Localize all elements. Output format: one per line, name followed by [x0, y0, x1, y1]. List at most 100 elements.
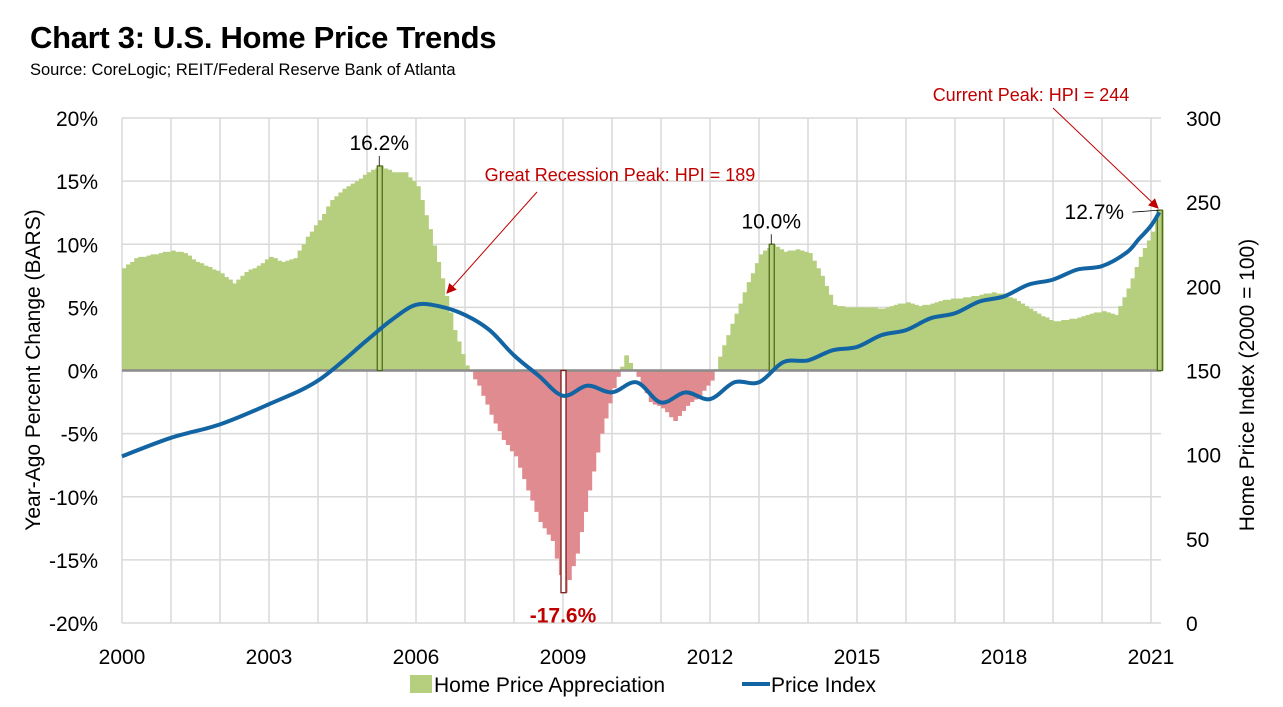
- bar: [820, 275, 825, 371]
- bar: [334, 196, 340, 371]
- bar: [612, 370, 617, 389]
- bar: [322, 213, 327, 371]
- bar: [199, 263, 205, 371]
- bar: [906, 302, 911, 371]
- y2-tick-label: 250: [1186, 192, 1221, 215]
- bar: [636, 370, 642, 377]
- bar: [440, 278, 446, 371]
- bar: [171, 250, 176, 371]
- bar: [130, 261, 135, 371]
- bar: [983, 293, 989, 371]
- y2-axis-label: Home Price Index (2000 = 100): [1236, 239, 1259, 531]
- bar: [693, 370, 699, 400]
- bar: [338, 192, 344, 371]
- bar: [424, 215, 429, 371]
- bar-series: [122, 165, 1164, 593]
- bar: [656, 370, 662, 406]
- bar: [1102, 311, 1107, 371]
- bar: [546, 370, 552, 535]
- bar: [289, 259, 295, 371]
- bar: [1053, 321, 1058, 371]
- bar: [1028, 308, 1034, 371]
- bar: [750, 273, 756, 371]
- bar: [256, 265, 262, 371]
- bar: [1024, 306, 1030, 371]
- bar: [763, 250, 768, 371]
- bar: [946, 299, 952, 371]
- bar: [264, 259, 270, 371]
- bar: [493, 370, 499, 424]
- bar: [1089, 313, 1095, 371]
- y2-tick-label: 0: [1186, 613, 1198, 636]
- bar: [215, 270, 221, 371]
- bar: [1048, 320, 1054, 371]
- bar: [877, 308, 883, 371]
- bar: [861, 307, 866, 371]
- bar: [934, 302, 940, 371]
- bar: [779, 249, 785, 371]
- bar: [599, 370, 605, 434]
- data-label-leader: [1132, 209, 1160, 213]
- highlight-bar: [768, 243, 775, 372]
- bar: [759, 254, 764, 371]
- bar: [428, 229, 433, 371]
- bar: [1130, 278, 1136, 371]
- bar: [346, 186, 352, 371]
- bar: [1122, 297, 1128, 371]
- bar: [489, 370, 495, 415]
- bar: [918, 306, 923, 371]
- y-tick-label: -15%: [49, 550, 98, 573]
- bar: [1142, 248, 1148, 371]
- bar: [1097, 312, 1103, 371]
- bar: [979, 294, 985, 371]
- bar: [999, 293, 1005, 371]
- bar: [1012, 298, 1017, 371]
- bar: [1032, 311, 1038, 371]
- bar: [754, 263, 760, 371]
- bar: [791, 250, 797, 371]
- bar: [1044, 317, 1050, 371]
- bar: [893, 304, 899, 371]
- data-label: 16.2%: [349, 132, 409, 155]
- y2-tick-label: 50: [1186, 529, 1209, 552]
- bar: [865, 307, 870, 371]
- bar: [991, 292, 997, 371]
- bar: [411, 181, 417, 371]
- bar: [579, 370, 585, 533]
- bar: [591, 370, 597, 472]
- bar: [840, 306, 846, 371]
- bar: [477, 370, 482, 386]
- gridlines: [121, 117, 1161, 624]
- bar: [783, 251, 789, 371]
- bar: [583, 370, 589, 512]
- bar: [938, 301, 944, 371]
- bar: [644, 370, 650, 394]
- bar: [175, 251, 180, 371]
- bar: [726, 335, 732, 371]
- bar: [808, 253, 813, 371]
- bar: [281, 261, 286, 371]
- bar: [456, 341, 462, 371]
- bar: [575, 370, 580, 554]
- bar: [383, 168, 389, 371]
- bar: [885, 307, 891, 371]
- y-axis-label: Year-Ago Percent Change (BARS): [22, 209, 45, 530]
- bar: [828, 294, 834, 371]
- annotations: Great Recession Peak: HPI = 189 Current P…: [446, 85, 1159, 294]
- highlight-bar: [1156, 209, 1163, 372]
- bar: [1065, 320, 1070, 371]
- price-index-line: [121, 211, 1162, 459]
- bar: [1057, 321, 1062, 371]
- bar: [1085, 314, 1091, 371]
- bar: [836, 306, 842, 371]
- bar: [285, 260, 291, 371]
- bar: [162, 251, 168, 371]
- bar: [150, 254, 156, 371]
- bar: [1110, 313, 1115, 371]
- bar: [236, 279, 242, 371]
- bar: [710, 370, 715, 381]
- data-label: 12.7%: [1065, 201, 1125, 224]
- bar: [746, 282, 752, 371]
- data-label: -17.6%: [530, 605, 597, 628]
